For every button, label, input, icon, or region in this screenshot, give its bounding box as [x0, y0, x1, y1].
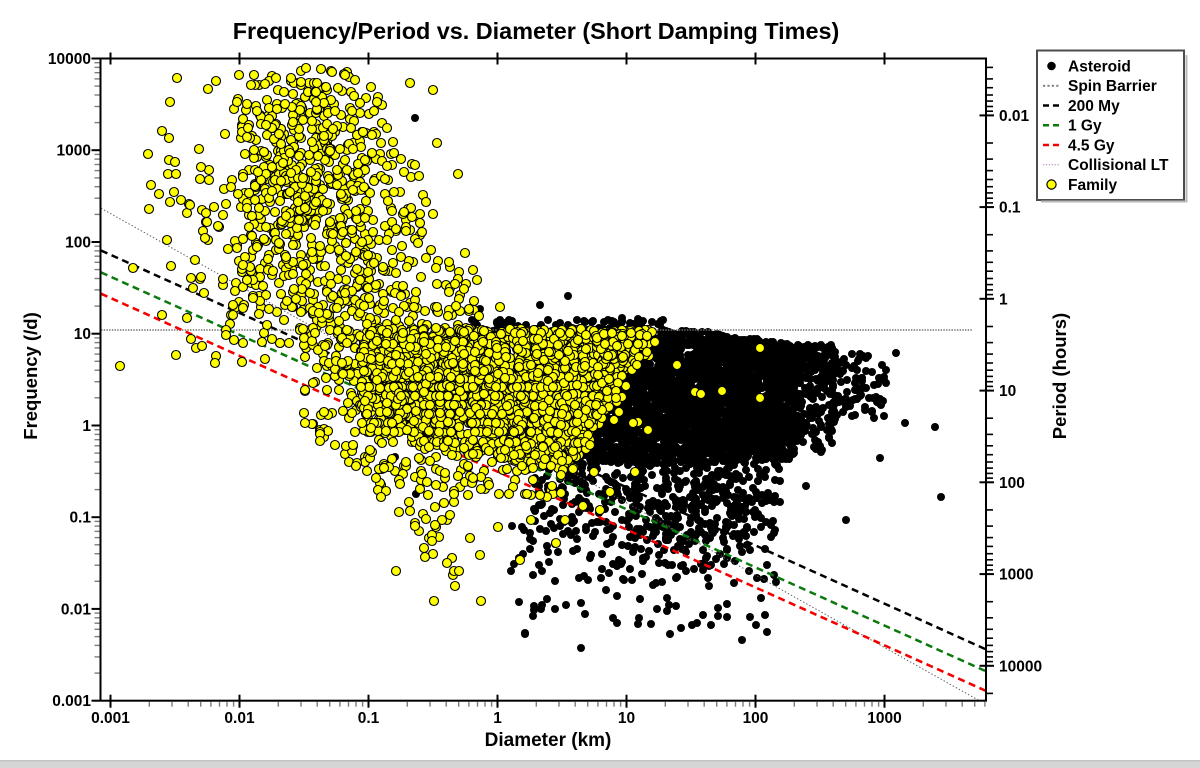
svg-text:Frequency/Period vs. Diameter: Frequency/Period vs. Diameter (Short Dam… — [233, 18, 840, 44]
